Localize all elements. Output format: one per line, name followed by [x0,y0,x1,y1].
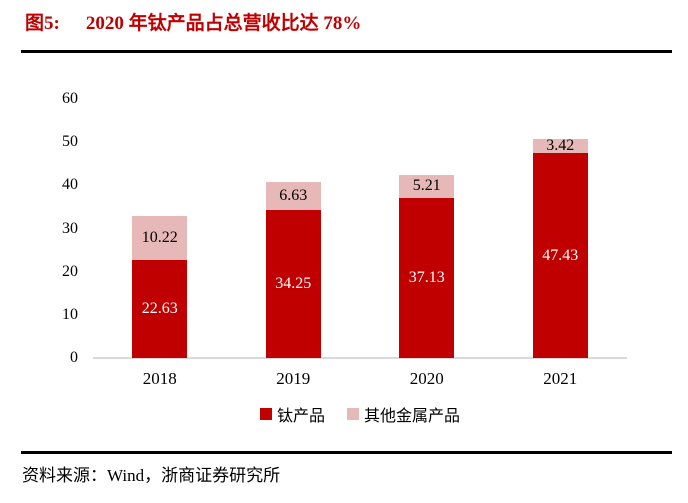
stacked-bar: 37.13 5.21 [399,175,455,358]
data-label: 37.13 [408,268,445,286]
data-label: 47.43 [542,246,579,264]
y-axis: 0 10 20 30 40 50 60 [36,91,78,366]
bar-segment: 34.25 [265,210,321,358]
y-tick-label: 0 [70,349,78,366]
figure-title-text: 2020 年钛产品占总营收比达 78% [85,13,362,34]
bar-segment: 10.22 [132,216,188,261]
y-tick-label: 40 [62,176,78,194]
x-axis-labels: 2018 2019 2020 2021 [93,369,627,389]
plot-area: 22.63 10.22 34.25 6.63 37.13 5.21 47.43 3.42 [93,99,628,359]
bar-segment: 6.63 [265,181,321,211]
legend-item: 钛产品 [259,402,325,426]
stacked-bar: 22.63 10.22 [132,216,188,358]
figure-number-label: 图5: [25,13,60,34]
x-tick-label: 2019 [276,369,311,388]
data-label: 22.63 [141,300,178,318]
legend-swatch-icon [259,408,272,420]
bar-segment: 47.43 [532,153,588,358]
stacked-bar: 47.43 3.42 [532,136,588,358]
x-axis-line [93,357,627,359]
bar-segment: 22.63 [132,260,188,358]
bar-2019: 34.25 6.63 [227,99,361,358]
data-label: 5.21 [412,177,441,195]
figure-title: 图5: 2020 年钛产品占总营收比达 78% [25,11,361,37]
bar-2021: 47.43 3.42 [494,99,628,358]
legend-swatch-icon [347,408,359,420]
data-label: 3.42 [546,136,575,154]
bar-segment: 3.42 [532,136,588,154]
footer-divider-line [21,451,672,454]
source-note: 资料来源：Wind，浙商证券研究所 [22,466,281,485]
data-label: 10.22 [141,229,178,247]
legend-label: 钛产品 [276,408,325,425]
y-tick-label: 30 [62,219,78,237]
y-tick-label: 10 [62,305,78,323]
bar-2020: 37.13 5.21 [360,99,494,358]
legend-item: 其他金属产品 [347,402,460,426]
bar-2018: 22.63 10.22 [93,99,227,358]
x-tick-label: 2020 [409,369,444,388]
stacked-bar: 34.25 6.63 [265,181,321,358]
legend-label: 其他金属产品 [364,408,461,425]
data-label: 34.25 [275,275,312,293]
chart-legend: 钛产品 其他金属产品 [93,402,627,426]
data-label: 6.63 [279,186,308,204]
title-divider-line [21,50,672,53]
x-tick-label: 2018 [142,369,177,388]
y-tick-label: 60 [62,90,78,107]
bar-segment: 37.13 [399,197,455,358]
y-tick-label: 50 [62,133,78,151]
y-tick-label: 20 [62,262,78,280]
bar-segment: 5.21 [399,175,455,198]
x-tick-label: 2021 [543,369,578,388]
